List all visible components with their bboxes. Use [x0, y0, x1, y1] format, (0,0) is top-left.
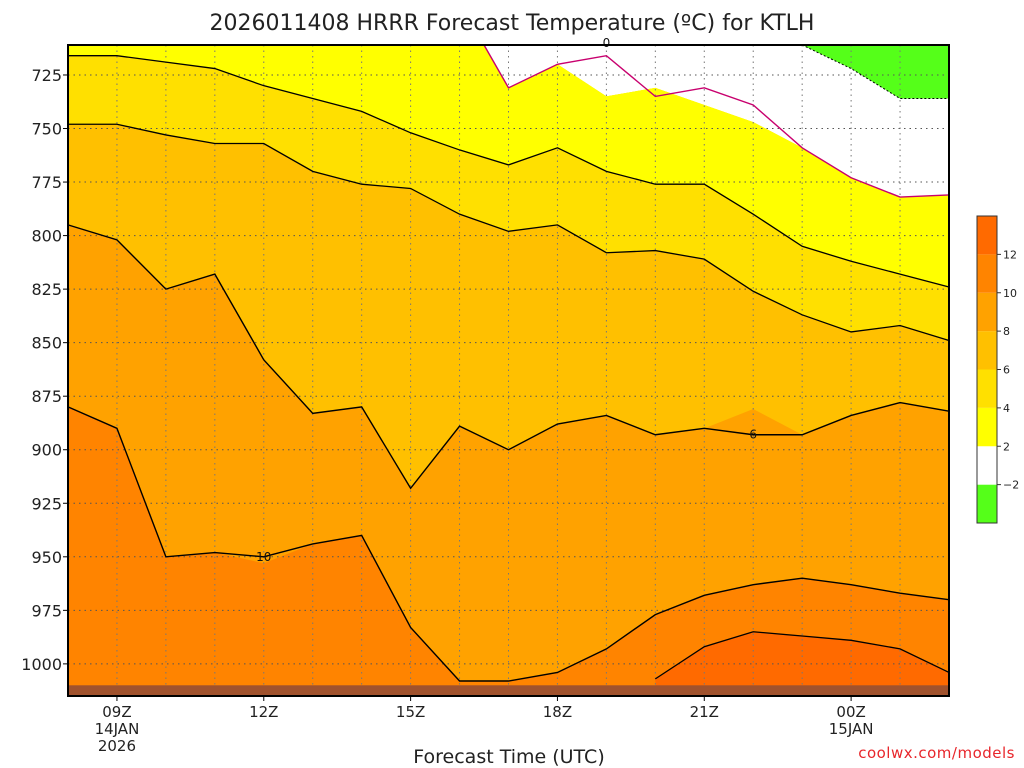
colorbar-label: 4: [1003, 402, 1010, 415]
colorbar-swatch: [977, 254, 997, 293]
colorbar-label: 10: [1003, 287, 1017, 300]
isotherm-minus-2: [801, 44, 949, 100]
isotherm-8: [68, 123, 950, 342]
y-axis-ticks: 725 750 775 800 825 850 875 900 925 950 975 1000: [21, 66, 68, 674]
isotherm-label-0: 0: [603, 36, 611, 50]
x-tick-label: 15Z: [396, 703, 425, 721]
isotherm-label-10: 10: [256, 550, 271, 564]
colorbar-label: −2: [1003, 479, 1019, 492]
isotherm-label-6: 6: [749, 428, 757, 442]
credit-text: coolwx.com/models: [858, 744, 1015, 762]
y-tick-label: 775: [31, 173, 62, 192]
y-tick-label: 800: [31, 227, 62, 246]
y-tick-label: 900: [31, 441, 62, 460]
colorbar-label: 12: [1003, 248, 1017, 261]
colorbar-swatch: [977, 407, 997, 447]
colorbar-swatch: [977, 292, 997, 332]
isotherm-4: [68, 55, 950, 288]
isotherm-10: [67, 406, 950, 682]
colorbar-swatch: [977, 216, 997, 255]
y-tick-label: 1000: [21, 655, 62, 674]
x-tick-label: 15JAN: [829, 720, 874, 738]
x-tick-label: 09Z: [102, 703, 131, 721]
colorbar-swatch: [977, 369, 997, 408]
isotherm-0: [68, 44, 950, 198]
isotherm-12: [654, 631, 950, 680]
colorbar-label: 2: [1003, 440, 1010, 453]
colorbar: −2 2 4 6 8 10 12: [976, 215, 1019, 524]
x-tick-label: 18Z: [543, 703, 572, 721]
ground-layer: [68, 685, 949, 696]
colorbar-swatch: [977, 446, 997, 485]
y-tick-label: 825: [31, 280, 62, 299]
colorbar-swatch: [977, 484, 997, 523]
y-tick-label: 750: [31, 120, 62, 139]
x-tick-label: 00Z: [836, 703, 865, 721]
x-tick-label: 21Z: [690, 703, 719, 721]
plot-border: [67, 44, 950, 697]
band-yellow-strip: [68, 45, 949, 287]
y-tick-label: 925: [31, 494, 62, 513]
x-tick-label: 12Z: [249, 703, 278, 721]
ground-fill: [68, 685, 949, 696]
colorbar-label: 8: [1003, 325, 1010, 338]
isotherm-6: [67, 224, 950, 490]
x-tick-label: 2026: [98, 737, 136, 755]
plot-frame: [67, 44, 950, 697]
colorbar-label: 6: [1003, 364, 1010, 377]
band-10-12: [68, 406, 949, 696]
y-tick-label: 975: [31, 601, 62, 620]
x-tick-label: 14JAN: [95, 720, 140, 738]
y-tick-label: 875: [31, 387, 62, 406]
y-tick-label: 950: [31, 548, 62, 567]
band-lt-2: [802, 45, 949, 99]
y-tick-label: 725: [31, 66, 62, 85]
colorbar-swatch: [977, 331, 997, 370]
x-axis-title: Forecast Time (UTC): [413, 746, 604, 768]
y-tick-label: 850: [31, 334, 62, 353]
band-gt12: [655, 631, 949, 696]
chart-title: 2026011408 HRRR Forecast Temperature (ºC…: [210, 11, 815, 36]
isotherm-lines: 0 6 10: [67, 36, 950, 682]
